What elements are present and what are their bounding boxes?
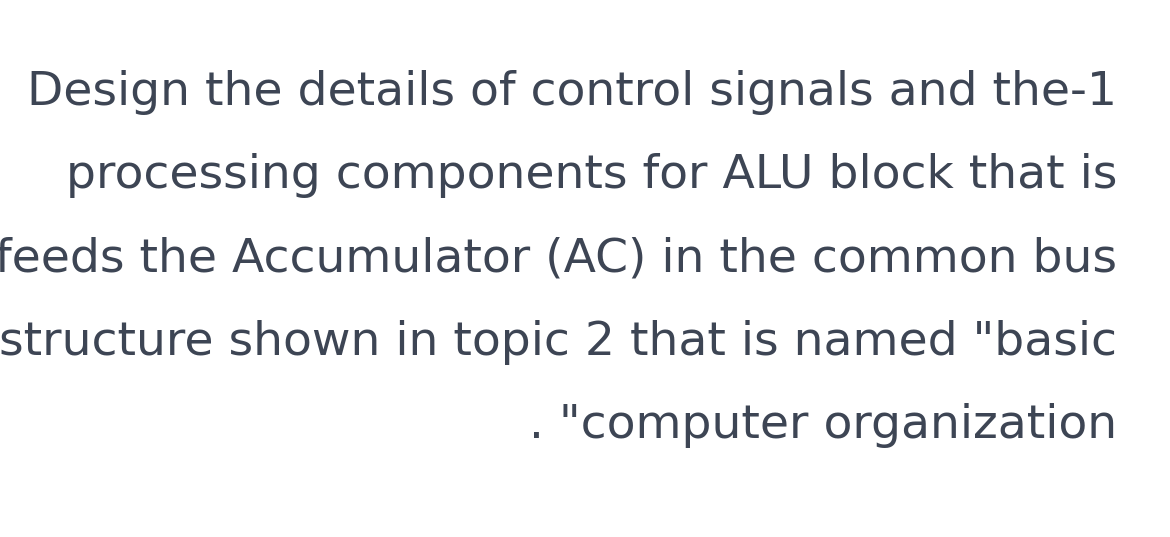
Text: structure shown in topic 2 that is named "basic: structure shown in topic 2 that is named… xyxy=(0,320,1117,365)
Text: Design the details of control signals and the-1: Design the details of control signals an… xyxy=(27,70,1117,115)
Text: . "computer organization: . "computer organization xyxy=(529,403,1117,448)
Text: feeds the Accumulator (AC) in the common bus: feeds the Accumulator (AC) in the common… xyxy=(0,236,1117,281)
Text: processing components for ALU block that is: processing components for ALU block that… xyxy=(66,153,1117,198)
